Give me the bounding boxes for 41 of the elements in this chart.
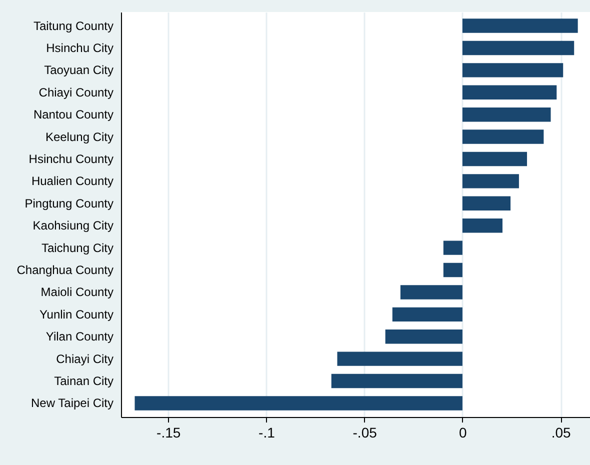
bar [462,85,557,100]
bar [400,285,462,300]
bar [462,152,528,166]
y-tick-label: Yunlin County [39,307,114,322]
bar [337,352,462,366]
bar [462,174,519,188]
x-tick-label: -.1 [258,424,276,440]
y-tick-label: Hsinchu County [28,152,114,166]
y-tick-label: Taitung County [33,18,114,33]
y-tick-label: Nantou County [33,108,114,122]
bar [385,330,462,344]
bar [462,18,578,33]
y-tick-label: Taichung City [41,240,114,255]
bar [134,396,462,410]
bar [462,40,574,56]
y-tick-label: Changhua County [16,263,114,278]
y-tick-label: Chiayi City [56,352,114,366]
bar [462,63,564,78]
y-tick-label: Chiayi County [38,85,114,100]
bar [462,107,551,122]
bar [462,130,544,144]
y-tick-label: New Taipei City [31,396,114,410]
y-tick-label: Yilan County [46,330,114,344]
y-tick-label: Taoyuan City [44,63,114,78]
y-tick-label: Kaohsiung City [32,218,114,233]
y-tick-label: Hsinchu City [46,40,114,55]
bar [462,218,502,233]
bar [462,196,511,211]
y-tick-label: Maioli County [40,285,114,300]
x-tick-label: 0 [459,424,468,440]
y-tick-label: Hualien County [31,174,114,188]
x-tick-label: -.15 [156,424,181,440]
y-tick-label: Keelung City [45,130,114,144]
bar [443,262,462,278]
x-tick-label: -.05 [352,424,378,440]
y-tick-label: Pingtung County [24,196,114,210]
x-tick-label: .05 [551,424,572,440]
bar [331,374,462,388]
y-tick-label: Tainan City [54,374,114,388]
bar [443,240,462,255]
bar [392,307,462,322]
